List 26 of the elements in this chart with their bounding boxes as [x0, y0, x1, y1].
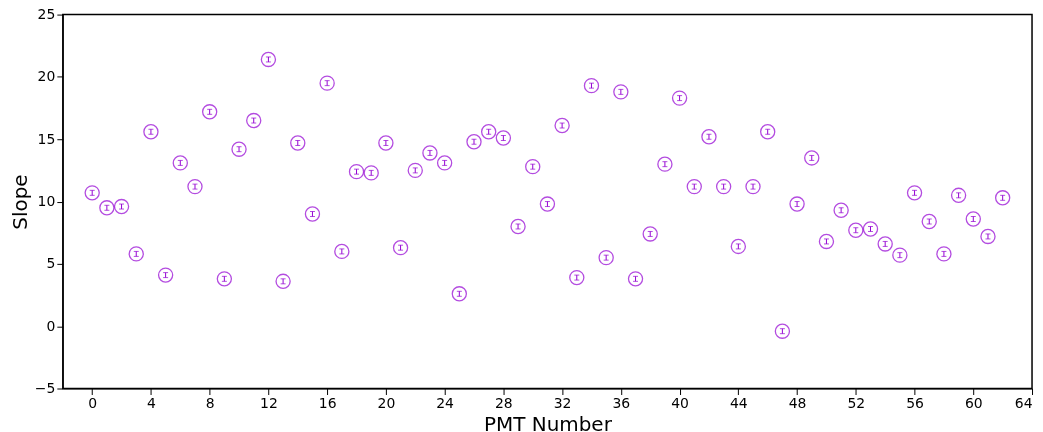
- x-tick-label: 32: [553, 394, 572, 411]
- y-tick-label: 5: [46, 255, 56, 272]
- x-tick-label: 4: [146, 394, 156, 411]
- x-tick-label: 40: [671, 394, 689, 411]
- x-tick-label: 20: [377, 394, 396, 411]
- x-tick-label: 24: [436, 394, 455, 411]
- x-tick-label: 48: [788, 394, 807, 411]
- y-tick-label: 15: [37, 130, 56, 147]
- x-tick-label: 36: [612, 394, 631, 411]
- y-tick-label: 20: [37, 68, 56, 85]
- y-tick-label: 10: [37, 193, 56, 210]
- x-axis-title: PMT Number: [484, 411, 613, 432]
- x-tick-label: 28: [494, 394, 513, 411]
- x-tick-label: 0: [88, 394, 98, 411]
- y-axis-title: Slope: [7, 174, 32, 230]
- x-tick-label: 52: [847, 394, 866, 411]
- x-tick-label: 8: [205, 394, 215, 411]
- x-tick-label: 60: [964, 394, 983, 411]
- y-tick-label: 25: [37, 6, 56, 23]
- x-tick-label: 16: [318, 394, 337, 411]
- y-tick-label: 0: [46, 317, 56, 334]
- x-tick-label: 56: [906, 394, 924, 411]
- x-tick-label: 12: [260, 394, 278, 411]
- x-tick-label: 64: [1014, 394, 1033, 411]
- x-tick-label: 44: [729, 394, 748, 411]
- y-tick-label: −5: [34, 380, 56, 396]
